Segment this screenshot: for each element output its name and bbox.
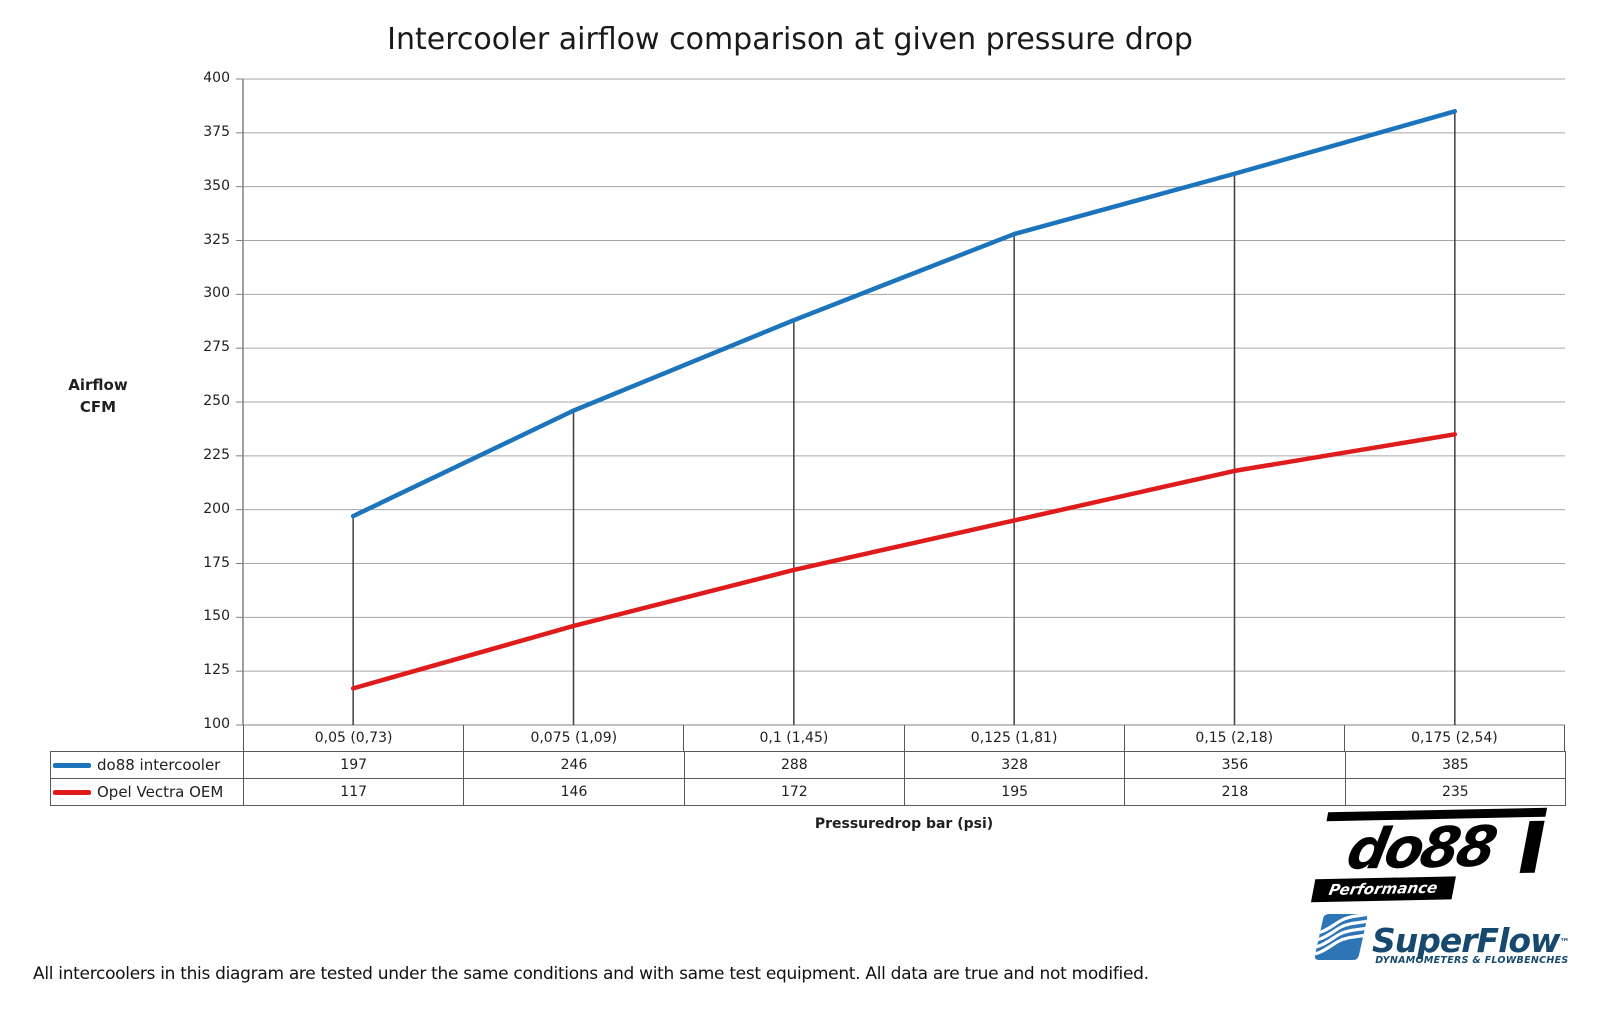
y-axis-title: Airflow CFM bbox=[28, 375, 168, 419]
x-axis-category-row: 0,05 (0,73) 0,075 (1,09) 0,1 (1,45) 0,125 (… bbox=[243, 725, 1566, 751]
x-axis-title: Pressuredrop bar (psi) bbox=[814, 816, 994, 832]
legend-cell: Opel Vectra OEM bbox=[51, 779, 244, 806]
data-table-value: 117 bbox=[244, 779, 465, 806]
do88-logo-wordmark: do88 bbox=[1341, 814, 1500, 883]
superflow-logo: SuperFlow™ DYNAMOMETERS & FLOWBENCHES bbox=[1308, 912, 1570, 968]
y-axis-title-line2: CFM bbox=[79, 397, 117, 416]
legend-series-name: Opel Vectra OEM bbox=[97, 783, 224, 801]
chart-title: Intercooler airflow comparison at given … bbox=[387, 22, 1193, 57]
data-table-value: 195 bbox=[904, 779, 1126, 806]
data-table-row: Opel Vectra OEM 117 146 172 195 218 235 bbox=[51, 779, 1566, 806]
y-axis-title-line1: Airflow bbox=[68, 376, 128, 394]
do88-logo-tagline: Performance bbox=[1310, 876, 1456, 903]
superflow-text-block: SuperFlow™ DYNAMOMETERS & FLOWBENCHES bbox=[1372, 921, 1570, 968]
y-axis-tick-label: 100 bbox=[203, 716, 230, 732]
y-axis-tick-label: 250 bbox=[203, 393, 230, 409]
data-table-value: 218 bbox=[1125, 779, 1346, 806]
y-axis-tick-label: 150 bbox=[203, 608, 230, 625]
do88-logo: do88 Performance bbox=[1310, 807, 1548, 903]
data-table-value: 356 bbox=[1125, 752, 1346, 779]
y-axis-tick-label: 350 bbox=[203, 177, 230, 194]
x-axis-category-label: 0,05 (0,73) bbox=[244, 725, 465, 751]
x-axis-category-label: 0,125 (1,81) bbox=[905, 725, 1125, 751]
superflow-wave-icon bbox=[1308, 912, 1368, 968]
superflow-tagline: DYNAMOMETERS & FLOWBENCHES bbox=[1375, 955, 1569, 966]
y-axis-tick-label: 400 bbox=[203, 70, 230, 86]
data-table-value: 172 bbox=[684, 779, 905, 806]
data-table-value: 146 bbox=[464, 779, 685, 806]
data-table-value: 288 bbox=[684, 752, 905, 779]
y-axis-tick-label: 175 bbox=[203, 554, 230, 571]
y-axis-tick-label: 300 bbox=[203, 285, 230, 302]
data-table-value: 235 bbox=[1345, 779, 1566, 806]
series-line bbox=[350, 432, 1458, 691]
legend-line-marker bbox=[53, 762, 91, 768]
y-axis-tick-label: 375 bbox=[203, 123, 230, 140]
y-axis-tick-label: 125 bbox=[203, 662, 230, 679]
data-table-value: 385 bbox=[1345, 752, 1566, 779]
y-axis-tick-label: 200 bbox=[203, 500, 230, 517]
plot-area bbox=[236, 78, 1565, 726]
y-axis-tick-labels: 400 375 350 325 300 275 250 225 200 175 150 125 100 bbox=[155, 0, 230, 800]
x-axis-category-label: 0,15 (2,18) bbox=[1125, 725, 1345, 751]
do88-logo-main: do88 bbox=[1316, 814, 1545, 883]
superflow-wordmark: SuperFlow bbox=[1372, 921, 1561, 960]
series-line bbox=[350, 109, 1458, 519]
data-table: do88 intercooler 197 246 288 328 356 385 Opel V… bbox=[50, 751, 1566, 806]
legend-line-marker bbox=[53, 789, 91, 795]
y-axis-tick-label: 275 bbox=[203, 339, 230, 356]
data-table-row: do88 intercooler 197 246 288 328 356 385 bbox=[51, 752, 1566, 779]
data-table-value: 328 bbox=[904, 752, 1126, 779]
x-axis-category-label: 0,075 (1,09) bbox=[464, 725, 685, 751]
superflow-trademark: ™ bbox=[1559, 937, 1570, 949]
y-axis-tick-label: 225 bbox=[203, 446, 230, 463]
x-axis-category-label: 0,175 (2,54) bbox=[1345, 725, 1566, 751]
footer-disclaimer: All intercoolers in this diagram are tes… bbox=[33, 964, 1149, 984]
y-axis-tick-label: 325 bbox=[203, 231, 230, 248]
legend-series-name: do88 intercooler bbox=[97, 756, 221, 774]
data-table-value: 197 bbox=[244, 752, 465, 779]
x-axis-category-label: 0,1 (1,45) bbox=[684, 725, 905, 751]
legend-cell: do88 intercooler bbox=[51, 752, 244, 779]
data-table-value: 246 bbox=[464, 752, 685, 779]
